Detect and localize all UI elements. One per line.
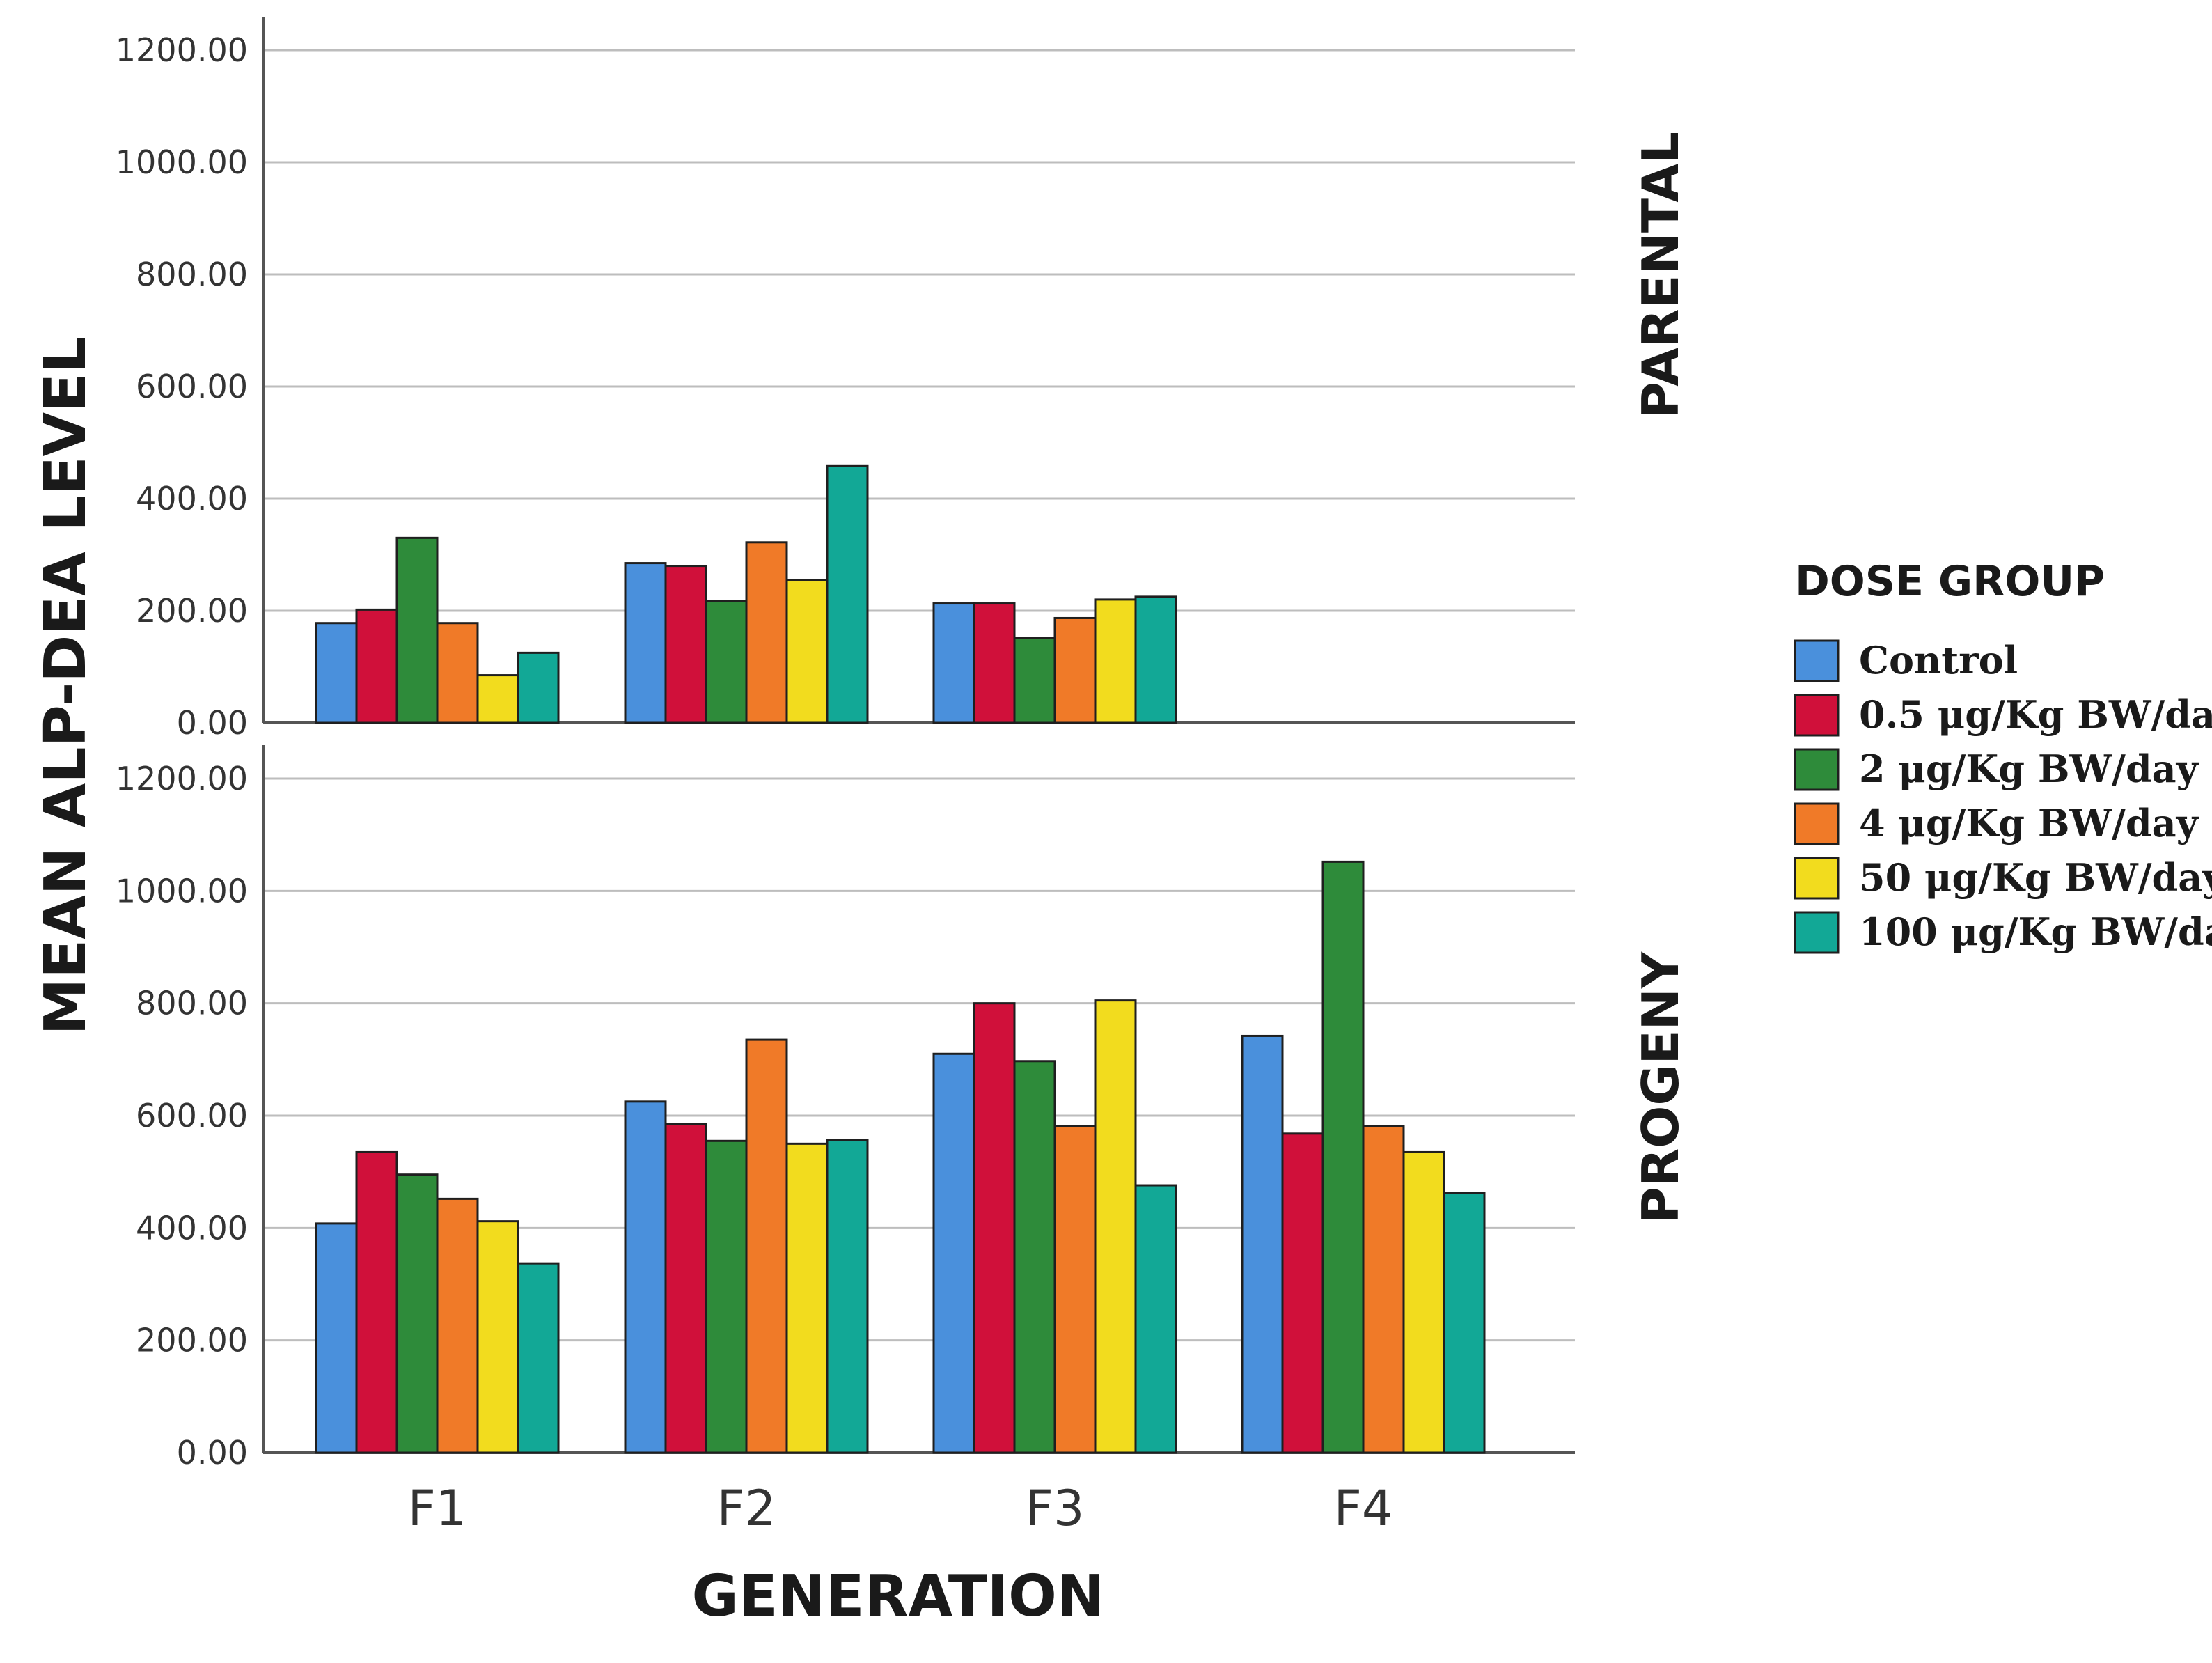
bar-progeny-f2-s5 — [826, 1139, 869, 1454]
x-axis-title: GENERATION — [692, 1563, 1105, 1630]
x-tick-label-f4: F4 — [1334, 1480, 1393, 1537]
bar-parental-f2-s1 — [664, 565, 707, 724]
y-tick-label: 1200.00 — [116, 760, 248, 797]
bar-progeny-f4-s3 — [1362, 1125, 1405, 1454]
x-tick-label-f2: F2 — [717, 1480, 776, 1537]
bar-progeny-f2-s2 — [705, 1139, 748, 1454]
bar-parental-f1-s3 — [436, 622, 479, 724]
y-tick-label: 200.00 — [136, 1322, 248, 1359]
bar-progeny-f1-s3 — [436, 1197, 479, 1454]
bar-parental-f3-s0 — [932, 602, 975, 724]
legend-swatch-2 — [1794, 748, 1840, 791]
y-tick-label: 600.00 — [136, 1097, 248, 1134]
bar-parental-f1-s2 — [395, 536, 439, 724]
legend-swatch-3 — [1794, 802, 1840, 845]
bar-progeny-f3-s5 — [1134, 1184, 1177, 1454]
x-tick-label-f3: F3 — [1026, 1480, 1085, 1537]
bar-parental-f2-s4 — [785, 579, 829, 724]
y-axis-title: MEAN ALP-DEA LEVEL — [33, 337, 99, 1036]
bar-parental-f2-s2 — [705, 600, 748, 724]
bar-progeny-f1-s4 — [476, 1220, 519, 1454]
bar-parental-f1-s5 — [517, 651, 560, 724]
bar-progeny-f4-s0 — [1241, 1034, 1284, 1454]
bar-parental-f1-s1 — [355, 608, 398, 724]
legend-label-2: 2 μg/Kg BW/day — [1859, 747, 2199, 791]
legend-swatch-5 — [1794, 911, 1840, 954]
y-tick-label: 200.00 — [136, 592, 248, 630]
panel-label-parental: PARENTAL — [1631, 132, 1690, 419]
bar-progeny-f2-s3 — [745, 1038, 788, 1454]
bar-progeny-f3-s0 — [932, 1052, 975, 1454]
bar-progeny-f3-s3 — [1053, 1125, 1097, 1454]
y-tick-label: 400.00 — [136, 1209, 248, 1247]
bar-parental-f2-s3 — [745, 541, 788, 724]
legend-label-5: 100 μg/Kg BW/day — [1859, 909, 2212, 954]
y-tick-label: 0.00 — [177, 704, 248, 742]
bar-progeny-f1-s0 — [315, 1222, 358, 1454]
legend-label-1: 0.5 μg/Kg BW/day — [1859, 692, 2212, 737]
bar-parental-f3-s5 — [1134, 595, 1177, 724]
y-tick-label: 400.00 — [136, 480, 248, 517]
y-tick-label: 1000.00 — [116, 872, 248, 909]
y-tick-label: 1200.00 — [116, 31, 248, 69]
bar-parental-f1-s4 — [476, 674, 519, 724]
legend-label-4: 50 μg/Kg BW/day — [1859, 855, 2212, 900]
legend-title: DOSE GROUP — [1795, 557, 2105, 606]
bar-progeny-f3-s2 — [1013, 1060, 1056, 1454]
bar-progeny-f2-s0 — [624, 1100, 667, 1454]
bar-progeny-f4-s5 — [1443, 1192, 1486, 1454]
legend-swatch-4 — [1794, 857, 1840, 900]
y-tick-label: 1000.00 — [116, 143, 248, 181]
y-tick-label: 0.00 — [177, 1434, 248, 1471]
bar-parental-f3-s4 — [1094, 598, 1137, 724]
bar-progeny-f4-s4 — [1402, 1150, 1445, 1454]
legend-label-3: 4 μg/Kg BW/day — [1859, 801, 2199, 845]
panel-label-progeny: PROGENY — [1631, 951, 1690, 1224]
bar-progeny-f3-s1 — [973, 1002, 1016, 1454]
legend-label-0: Control — [1859, 638, 2018, 682]
bar-progeny-f1-s5 — [517, 1262, 560, 1454]
bar-progeny-f4-s1 — [1281, 1132, 1324, 1454]
bar-parental-f1-s0 — [315, 622, 358, 724]
bar-progeny-f2-s4 — [785, 1142, 829, 1454]
bar-parental-f3-s1 — [973, 602, 1016, 724]
bar-progeny-f4-s2 — [1321, 860, 1365, 1454]
bar-parental-f3-s2 — [1013, 637, 1056, 724]
bar-progeny-f1-s1 — [355, 1150, 398, 1454]
bar-parental-f3-s3 — [1053, 616, 1097, 724]
bar-parental-f2-s0 — [624, 562, 667, 724]
x-tick-label-f1: F1 — [408, 1480, 467, 1537]
legend-swatch-1 — [1794, 694, 1840, 737]
bar-progeny-f2-s1 — [664, 1123, 707, 1454]
y-tick-label: 800.00 — [136, 256, 248, 293]
legend-swatch-0 — [1794, 639, 1840, 682]
y-tick-label: 600.00 — [136, 368, 248, 405]
y-tick-label: 800.00 — [136, 985, 248, 1022]
bar-parental-f2-s5 — [826, 464, 869, 724]
bar-progeny-f3-s4 — [1094, 999, 1137, 1454]
bar-progeny-f1-s2 — [395, 1173, 439, 1454]
